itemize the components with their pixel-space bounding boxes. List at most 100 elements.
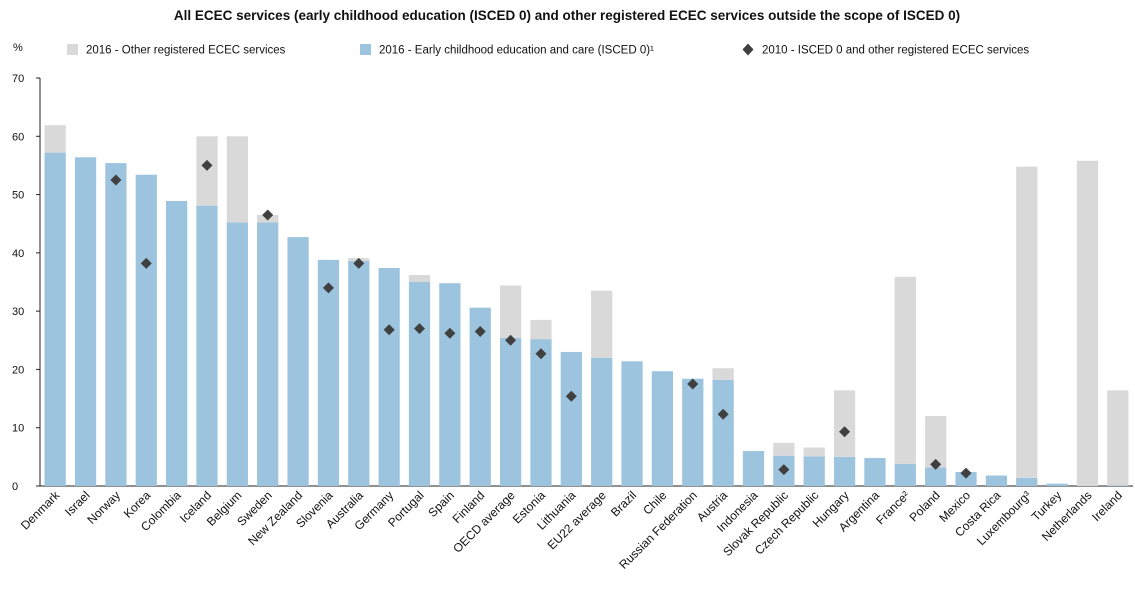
- legend-swatch-other-2016: [67, 44, 78, 55]
- bar-isced0-2016: [287, 237, 309, 486]
- bar-group-russian-federation: [682, 378, 704, 486]
- bar-group-colombia: [165, 200, 188, 487]
- bar-other-2016: [712, 368, 734, 380]
- bar-isced0-2016: [257, 222, 279, 486]
- bar-group-indonesia: [742, 451, 765, 486]
- bar-group-oecd-average: [499, 285, 522, 486]
- x-tick-label: Denmark: [18, 488, 63, 533]
- bar-group-iceland: [196, 136, 218, 486]
- bars: [44, 125, 1129, 487]
- bar-isced0-2016: [317, 259, 340, 486]
- marker-2010: [535, 348, 547, 360]
- bar-isced0-2016: [591, 357, 613, 486]
- y-tick-label: 50: [12, 190, 24, 202]
- marker-2010: [778, 464, 790, 476]
- legend-item-2010: 2010 - ISCED 0 and other registered ECEC…: [742, 43, 1029, 57]
- legend-label-2010: 2010 - ISCED 0 and other registered ECEC…: [762, 45, 1029, 57]
- bar-other-2016: [226, 136, 248, 223]
- bar-group-netherlands: [1076, 160, 1099, 486]
- bar-group-costa-rica: [985, 475, 1008, 486]
- bar-isced0-2016: [348, 261, 370, 486]
- bar-isced0-2016: [74, 157, 97, 487]
- x-tick-label: France²: [873, 488, 912, 527]
- markers-2010: [110, 159, 972, 479]
- bar-group-brazil: [621, 361, 643, 486]
- bar-isced0-2016: [803, 456, 825, 486]
- bar-group-israel: [74, 157, 97, 487]
- bar-group-eu22-average: [591, 290, 613, 486]
- bar-group-turkey: [1046, 483, 1068, 486]
- x-tick-label: Norway: [84, 488, 123, 527]
- x-tick-label: Ireland: [1089, 488, 1125, 524]
- marker-2010: [960, 467, 972, 479]
- x-tick-label: Brazil: [608, 488, 639, 519]
- bar-isced0-2016: [408, 282, 431, 486]
- bar-group-czech-republic: [803, 447, 825, 486]
- bar-isced0-2016: [560, 351, 582, 486]
- y-tick-label: 40: [12, 248, 24, 260]
- legend-label-other-2016: 2016 - Other registered ECEC services: [86, 45, 286, 57]
- legend-item-isced0-2016: 2016 - Early childhood education and car…: [360, 44, 654, 57]
- marker-2010: [110, 174, 122, 186]
- bar-group-hungary: [833, 390, 856, 486]
- bar-other-2016: [773, 442, 795, 456]
- bar-isced0-2016: [651, 371, 674, 486]
- legend: 2016 - Other registered ECEC services 20…: [67, 43, 1029, 57]
- bar-group-denmark: [44, 125, 66, 486]
- bar-group-germany: [378, 268, 400, 486]
- y-tick-label: 60: [12, 131, 24, 143]
- bar-isced0-2016: [44, 152, 66, 486]
- bar-isced0-2016: [135, 174, 157, 487]
- marker-2010: [414, 323, 426, 335]
- x-tick-label: Poland: [906, 488, 942, 524]
- y-tick-label: 30: [12, 306, 24, 318]
- bar-isced0-2016: [682, 378, 704, 486]
- bar-group-estonia: [530, 319, 552, 486]
- bar-isced0-2016: [712, 379, 734, 486]
- y-axis-label: %: [13, 42, 23, 54]
- marker-2010: [474, 326, 486, 338]
- marker-2010: [717, 408, 729, 420]
- bar-group-france: [894, 276, 916, 486]
- bar-isced0-2016: [1046, 483, 1068, 486]
- bar-other-2016: [591, 290, 613, 358]
- bar-isced0-2016: [105, 163, 127, 486]
- bar-group-chile: [651, 371, 674, 486]
- bar-other-2016: [925, 416, 947, 468]
- y-tick-label: 10: [12, 423, 24, 435]
- legend-label-isced0-2016: 2016 - Early childhood education and car…: [379, 45, 654, 57]
- bar-other-2016: [1107, 390, 1129, 486]
- bar-isced0-2016: [925, 467, 947, 486]
- bar-group-lithuania: [560, 351, 582, 486]
- bar-isced0-2016: [621, 361, 643, 486]
- marker-2010: [839, 426, 851, 438]
- bar-isced0-2016: [469, 307, 491, 486]
- bar-group-norway: [105, 163, 127, 486]
- bar-isced0-2016: [165, 200, 188, 487]
- bar-isced0-2016: [864, 458, 886, 486]
- bar-group-poland: [925, 416, 947, 486]
- bar-group-ireland: [1107, 390, 1129, 486]
- marker-2010: [140, 257, 152, 269]
- bar-isced0-2016: [1016, 477, 1038, 486]
- bar-isced0-2016: [226, 222, 248, 486]
- bar-isced0-2016: [894, 463, 916, 486]
- marker-2010: [201, 159, 213, 171]
- marker-2010: [930, 458, 942, 470]
- bar-isced0-2016: [196, 205, 218, 486]
- bar-group-spain: [439, 283, 461, 486]
- marker-2010: [444, 327, 456, 339]
- bar-other-2016: [1016, 166, 1038, 478]
- bar-group-luxembourg: [1016, 166, 1038, 486]
- bar-group-slovenia: [317, 259, 340, 486]
- bar-other-2016: [1076, 160, 1099, 486]
- y-tick-label: 0: [12, 481, 18, 493]
- legend-marker-2010: [742, 43, 754, 56]
- y-tick-label: 70: [12, 73, 24, 85]
- bar-isced0-2016: [742, 451, 765, 486]
- bar-other-2016: [499, 285, 522, 338]
- bar-group-austria: [712, 368, 734, 486]
- bar-isced0-2016: [955, 472, 977, 486]
- marker-2010: [687, 378, 699, 390]
